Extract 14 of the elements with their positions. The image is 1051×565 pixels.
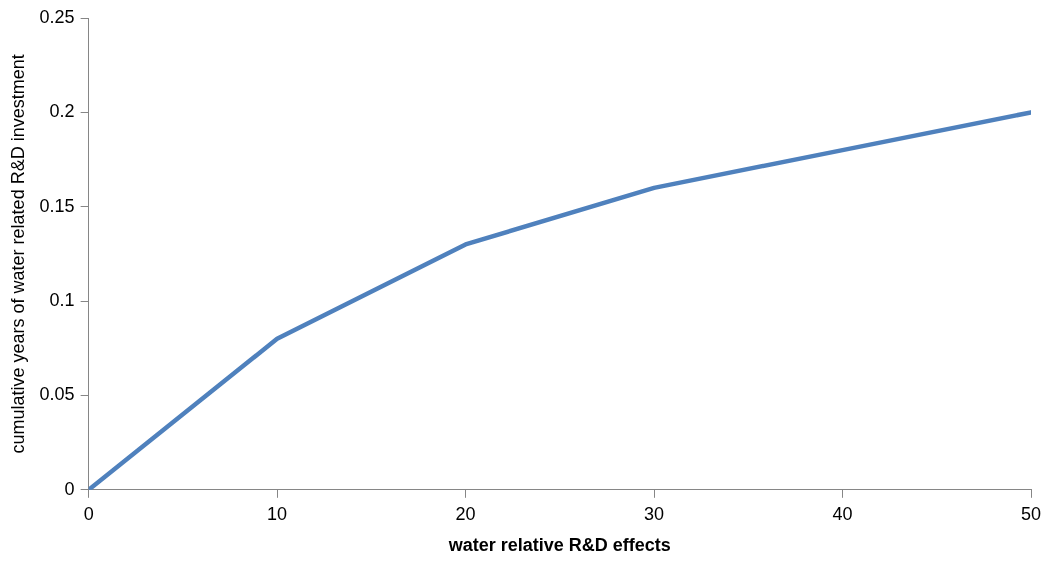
y-tick-label: 0.25	[39, 6, 75, 27]
y-tick-label: 0.1	[49, 290, 75, 311]
y-tick-label: 0.15	[39, 195, 75, 216]
x-tick-label: 40	[832, 503, 853, 524]
y-axis-title: cumulative years of water related R&D investment	[7, 54, 28, 454]
x-tick-label: 50	[1020, 503, 1042, 524]
x-tick-label: 20	[455, 503, 476, 524]
x-tick-label: 10	[267, 503, 288, 524]
x-tick-label: 30	[644, 503, 665, 524]
y-tick-label: 0	[64, 478, 75, 499]
y-tick-label: 0.05	[39, 384, 75, 405]
x-axis-title: water relative R&D effects	[447, 535, 671, 556]
x-tick-label: 0	[83, 503, 94, 524]
y-tick-label: 0.2	[49, 101, 75, 122]
